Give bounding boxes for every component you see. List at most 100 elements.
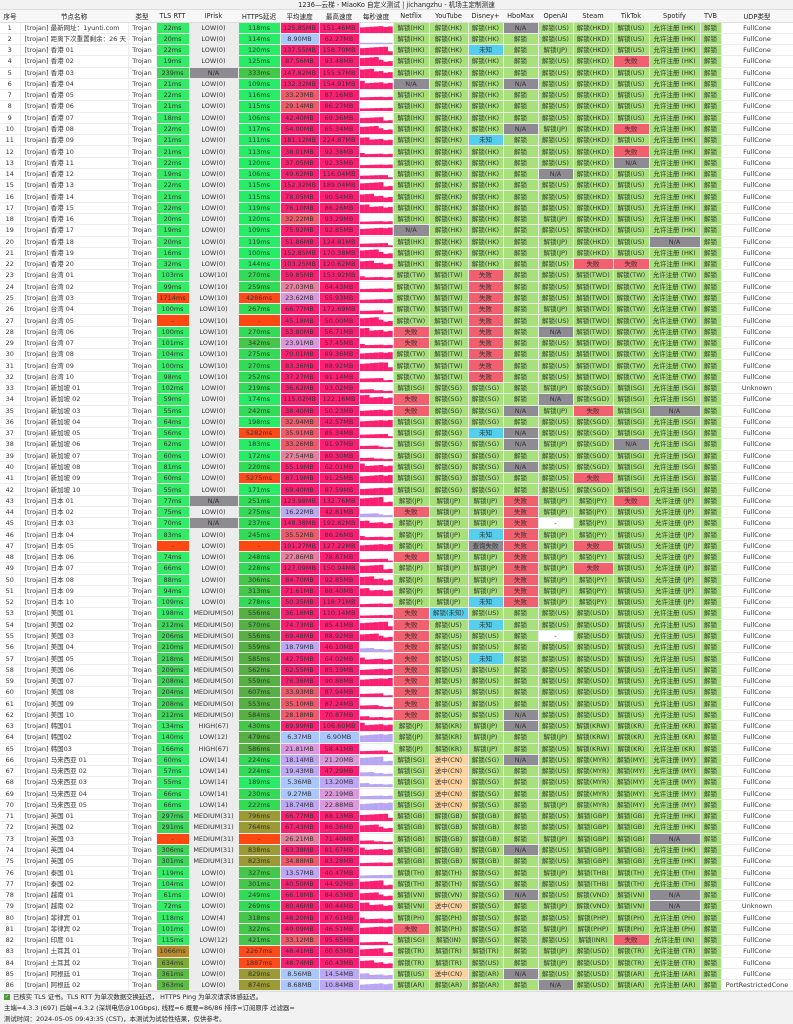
table-row[interactable]: 81 [trojan] 菲律宾 02 Trojan 101ms LOW(0) 322ms 4… [0, 923, 793, 936]
table-row[interactable]: 24 [trojan] 台湾 02 Trojan 99ms LOW(10) 259ms 27… [0, 281, 793, 293]
table-row[interactable]: 16 [trojan] 香港 14 Trojan 21ms LOW(0) 115ms 78.… [0, 190, 793, 203]
table-row[interactable]: 33 [trojan] 新加坡 01 Trojan 102ms LOW(0) 219ms 3… [0, 382, 793, 395]
table-row[interactable]: 25 [trojan] 台湾 03 Trojan 1714ms LOW(10) 4286m… [0, 292, 793, 305]
table-row[interactable]: 29 [trojan] 台湾 07 Trojan 101ms LOW(10) 342ms 2… [0, 337, 793, 350]
table-row[interactable]: 50 [trojan] 日本 08 Trojan 88ms LOW(0) 306ms 84.… [0, 574, 793, 586]
table-row[interactable]: 75 [trojan] 英国 05 Trojan 301ms MEDIUM(31) 823… [0, 855, 793, 868]
table-row[interactable]: 9 [trojan] 香港 07 Trojan 18ms LOW(0) 106ms 42.4… [0, 112, 793, 124]
table-row[interactable]: 77 [trojan] 泰国 02 Trojan 104ms LOW(0) 301ms 40… [0, 878, 793, 890]
header-max-speed[interactable]: 最高速度 [319, 10, 359, 23]
table-row[interactable]: 74 [trojan] 英国 04 Trojan 306ms MEDIUM(31) 838… [0, 844, 793, 857]
table-row[interactable]: 2 [trojan] 距离下次重置剩余：26 天 Trojan 20ms LOW(0) 1… [0, 33, 793, 46]
header-index[interactable]: 序号 [0, 10, 20, 23]
table-row[interactable]: 3 [trojan] 香港 01 Trojan 22ms LOW(0) 120ms 137.… [0, 44, 793, 57]
table-row[interactable]: 47 [trojan] 日本 05 Trojan - LOW(0) -101.27MB 12… [0, 540, 793, 552]
table-row[interactable]: 31 [trojan] 台湾 09 Trojan 100ms LOW(10) 270ms 8… [0, 359, 793, 372]
header-steam[interactable]: Steam [573, 10, 613, 23]
table-row[interactable]: 53 [trojan] 美国 01 Trojan 198ms MEDIUM(50) 556… [0, 607, 793, 620]
table-row[interactable]: 72 [trojan] 英国 02 Trojan 291ms MEDIUM(31) 764… [0, 821, 793, 834]
header-node-name[interactable]: 节点名称 [20, 10, 128, 23]
table-row[interactable]: 14 [trojan] 香港 12 Trojan 19ms LOW(0) 106ms 49.… [0, 168, 793, 181]
table-row[interactable]: 73 [trojan] 英国 03 Trojan - MEDIUM(31) -26.21M… [0, 833, 793, 845]
table-row[interactable]: 55 [trojan] 美国 03 Trojan 206ms MEDIUM(50) 556… [0, 630, 793, 643]
table-row[interactable]: 11 [trojan] 香港 09 Trojan 21ms LOW(0) 111ms 181… [0, 134, 793, 147]
table-row[interactable]: 13 [trojan] 香港 11 Trojan 22ms LOW(0) 120ms 37.… [0, 157, 793, 169]
table-row[interactable]: 58 [trojan] 美国 06 Trojan 209ms MEDIUM(50) 562… [0, 664, 793, 676]
table-row[interactable]: 19 [trojan] 香港 17 Trojan 19ms LOW(0) 109ms 75.… [0, 224, 793, 237]
table-row[interactable]: 71 [trojan] 英国 01 Trojan 297ms MEDIUM(31) 796… [0, 810, 793, 823]
table-row[interactable]: 78 [trojan] 越南 01 Trojan 61ms LOW(0) 249ms 66.… [0, 889, 793, 902]
header-avg-speed[interactable]: 平均速度 [280, 10, 319, 23]
table-row[interactable]: 32 [trojan] 台湾 10 Trojan 98ms LOW(10) 252ms 37… [0, 371, 793, 384]
table-row[interactable]: 38 [trojan] 新加坡 06 Trojan 62ms LOW(0) 183ms 33… [0, 438, 793, 451]
header-tvb[interactable]: TVB [700, 10, 721, 23]
header-tiktok[interactable]: TikTok [613, 10, 649, 23]
table-row[interactable]: 4 [trojan] 香港 02 Trojan 19ms LOW(0) 125ms 87.5… [0, 55, 793, 68]
table-row[interactable]: 18 [trojan] 香港 16 Trojan 20ms LOW(0) 120ms 32.… [0, 213, 793, 226]
table-row[interactable]: 26 [trojan] 台湾 04 Trojan 100ms LOW(10) 267ms 6… [0, 303, 793, 316]
table-row[interactable]: 37 [trojan] 新加坡 05 Trojan 56ms LOW(0) 5282ms 3… [0, 427, 793, 440]
table-row[interactable]: 17 [trojan] 香港 15 Trojan 22ms LOW(0) 119ms 76.… [0, 202, 793, 215]
header-hbomax[interactable]: HboMax [503, 10, 538, 23]
table-row[interactable]: 85 [trojan] 阿根廷 01 Trojan 361ms LOW(0) 829ms 8… [0, 968, 793, 981]
table-row[interactable]: 28 [trojan] 台湾 06 Trojan 100ms LOW(10) 270ms 5… [0, 326, 793, 338]
table-row[interactable]: 27 [trojan] 台湾 05 Trojan - LOW(10) -45.18MB 50… [0, 314, 793, 327]
table-row[interactable]: 5 [trojan] 香港 03 Trojan 239ms N/A 333ms 147.82… [0, 67, 793, 79]
table-row[interactable]: 44 [trojan] 日本 02 Trojan 75ms LOW(0) 275ms 16.… [0, 506, 793, 519]
table-row[interactable]: 40 [trojan] 新加坡 08 Trojan 81ms LOW(0) 220ms 55… [0, 461, 793, 474]
table-row[interactable]: 35 [trojan] 新加坡 03 Trojan 55ms LOW(0) 242ms 38… [0, 405, 793, 417]
header-netflix[interactable]: Netflix [393, 10, 429, 23]
table-row[interactable]: 39 [trojan] 新加坡 07 Trojan 60ms LOW(0) 172ms 27… [0, 450, 793, 462]
table-row[interactable]: 63 [trojan] 韩国01 Trojan 134ms HIGH(67) 430ms 8… [0, 720, 793, 733]
table-row[interactable]: 70 [trojan] 马来西亚 05 Trojan 66ms LOW(14) 222ms… [0, 799, 793, 812]
header-openai[interactable]: OpenAI [538, 10, 573, 23]
header-https-latency[interactable]: HTTPS延迟 [238, 10, 280, 23]
table-row[interactable]: 60 [trojan] 美国 08 Trojan 204ms MEDIUM(50) 607… [0, 686, 793, 699]
table-row[interactable]: 20 [trojan] 香港 18 Trojan 20ms LOW(0) 119ms 51.… [0, 236, 793, 248]
table-row[interactable]: 83 [trojan] 土耳其 01 Trojan 1066ms LOW(0) 2267m… [0, 945, 793, 958]
table-row[interactable]: 43 [trojan] 日本 01 Trojan 77ms N/A 251ms 123.98… [0, 495, 793, 507]
table-row[interactable]: 34 [trojan] 新加坡 02 Trojan 59ms LOW(0) 174ms 11… [0, 393, 793, 406]
table-row[interactable]: 65 [trojan] 韩国03 Trojan 166ms HIGH(67) 586ms 2… [0, 743, 793, 755]
table-row[interactable]: 79 [trojan] 越南 02 Trojan 72ms LOW(0) 269ms 80.… [0, 900, 793, 913]
table-row[interactable]: 61 [trojan] 美国 09 Trojan 208ms MEDIUM(50) 553… [0, 697, 793, 710]
table-row[interactable]: 23 [trojan] 台湾 01 Trojan 103ms LOW(10) 270ms 5… [0, 269, 793, 282]
table-row[interactable]: 22 [trojan] 香港 20 Trojan 32ms LOW(0) 144ms 103… [0, 258, 793, 271]
table-row[interactable]: 59 [trojan] 美国 07 Trojan 208ms MEDIUM(50) 559… [0, 675, 793, 688]
table-row[interactable]: 62 [trojan] 美国 10 Trojan 212ms MEDIUM(50) 584… [0, 709, 793, 721]
table-row[interactable]: 48 [trojan] 日本 06 Trojan 74ms LOW(0) 248ms 27.… [0, 551, 793, 564]
table-row[interactable]: 67 [trojan] 马来西亚 02 Trojan 57ms LOW(14) 224ms… [0, 765, 793, 778]
table-row[interactable]: 80 [trojan] 菲律宾 01 Trojan 118ms LOW(4) 318ms 4… [0, 911, 793, 924]
table-row[interactable]: 52 [trojan] 日本 10 Trojan 109ms LOW(0) 278ms 50… [0, 596, 793, 609]
table-row[interactable]: 51 [trojan] 日本 09 Trojan 94ms LOW(0) 313ms 71.… [0, 585, 793, 598]
table-row[interactable]: 82 [trojan] 印度 01 Trojan 115ms LOW(12) 421ms 3… [0, 934, 793, 947]
table-row[interactable]: 15 [trojan] 香港 13 Trojan 22ms LOW(0) 115ms 152… [0, 179, 793, 192]
table-row[interactable]: 41 [trojan] 新加坡 09 Trojan 60ms LOW(0) 5275ms 8… [0, 472, 793, 485]
table-row[interactable]: 69 [trojan] 马来西亚 04 Trojan 66ms LOW(14) 230ms… [0, 788, 793, 800]
table-row[interactable]: 64 [trojan] 韩国02 Trojan 140ms LOW(12) 479ms 6.… [0, 731, 793, 744]
table-row[interactable]: 42 [trojan] 新加坡 10 Trojan 55ms LOW(0) 171ms 69… [0, 483, 793, 496]
table-row[interactable]: 54 [trojan] 美国 02 Trojan 212ms MEDIUM(50) 570… [0, 619, 793, 631]
table-row[interactable]: 66 [trojan] 马来西亚 01 Trojan 60ms LOW(14) 224ms… [0, 754, 793, 767]
header-tls-rtt[interactable]: TLS RTT [156, 10, 189, 23]
table-row[interactable]: 45 [trojan] 日本 03 Trojan 70ms N/A 237ms 148.38… [0, 517, 793, 530]
header-iprisk[interactable]: IPrisk [189, 10, 238, 23]
table-row[interactable]: 56 [trojan] 美国 04 Trojan 210ms MEDIUM(50) 559… [0, 641, 793, 654]
table-row[interactable]: 68 [trojan] 马来西亚 03 Trojan 55ms LOW(14) 189ms… [0, 776, 793, 789]
table-row[interactable]: 76 [trojan] 泰国 01 Trojan 119ms LOW(0) 327ms 13… [0, 866, 793, 879]
table-row[interactable]: 46 [trojan] 日本 04 Trojan 83ms LOW(0) 245ms 35.… [0, 528, 793, 541]
header-youtube[interactable]: YouTube [429, 10, 468, 23]
table-row[interactable]: 6 [trojan] 香港 04 Trojan 21ms LOW(0) 109ms 132.… [0, 78, 793, 91]
header-type[interactable]: 类型 [128, 10, 156, 23]
table-row[interactable]: 57 [trojan] 美国 05 Trojan 218ms MEDIUM(50) 585… [0, 652, 793, 665]
header-disney[interactable]: Disney+ [468, 10, 503, 23]
table-row[interactable]: 8 [trojan] 香港 06 Trojan 21ms LOW(0) 115ms 29.1… [0, 100, 793, 113]
table-row[interactable]: 1 [trojan] 最新网址：1yunti.com Trojan 22ms LOW(0… [0, 22, 793, 34]
table-row[interactable]: 36 [trojan] 新加坡 04 Trojan 64ms LOW(0) 198ms 32… [0, 416, 793, 429]
header-spotify[interactable]: Spotify [649, 10, 700, 23]
header-udp-type[interactable]: UDP类型 [721, 10, 793, 23]
table-row[interactable]: 21 [trojan] 香港 19 Trojan 16ms LOW(0) 100ms 152… [0, 247, 793, 260]
table-row[interactable]: 12 [trojan] 香港 10 Trojan 21ms LOW(0) 113ms 38.… [0, 145, 793, 158]
table-row[interactable]: 7 [trojan] 香港 05 Trojan 22ms LOW(0) 116ms 33.2… [0, 89, 793, 102]
table-row[interactable]: 84 [trojan] 土耳其 02 Trojan 634ms LOW(0) 1887ms… [0, 957, 793, 969]
